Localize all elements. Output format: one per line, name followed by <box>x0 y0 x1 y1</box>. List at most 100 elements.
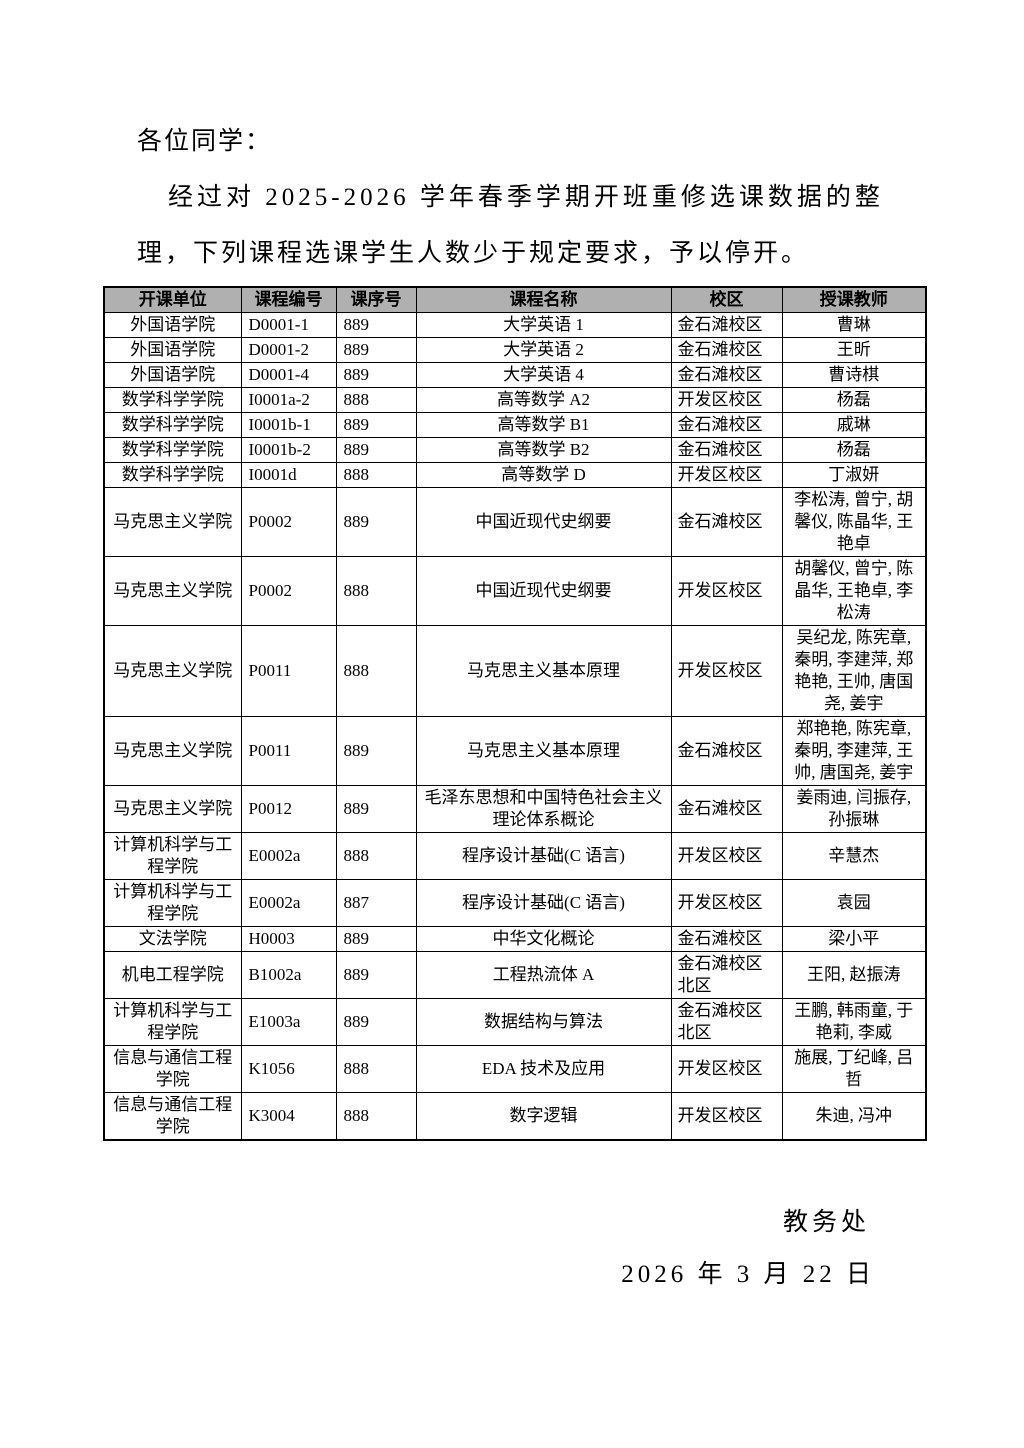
cell-sequence: 888 <box>335 556 417 626</box>
cell-teachers: 施展, 丁纪峰, 吕哲 <box>781 1045 927 1093</box>
cell-campus: 金石滩校区 <box>670 437 783 463</box>
table-row: 马克思主义学院 P0011 888 马克思主义基本原理 开发区校区 吴纪龙, 陈宪章, 秦… <box>103 625 927 717</box>
cell-sequence: 887 <box>335 879 417 927</box>
cell-teachers: 辛慧杰 <box>781 832 927 880</box>
cell-teachers: 戚琳 <box>781 412 927 438</box>
cell-teachers: 王阳, 赵振涛 <box>781 951 927 999</box>
table-row: 马克思主义学院 P0002 889 中国近现代史纲要 金石滩校区 李松涛, 曾宁, 胡馨仪… <box>103 487 927 557</box>
cell-course-code: P0011 <box>240 716 337 786</box>
cell-college: 机电工程学院 <box>103 951 242 999</box>
cell-course-name: 高等数学 A2 <box>415 387 672 413</box>
cell-teachers: 朱迪, 冯冲 <box>781 1092 927 1141</box>
cell-sequence: 888 <box>335 1045 417 1093</box>
cell-course-code: D0001-4 <box>240 362 337 388</box>
cell-course-code: I0001a-2 <box>240 387 337 413</box>
table-row: 外国语学院 D0001-2 889 大学英语 2 金石滩校区 王昕 <box>103 337 927 363</box>
cell-course-code: H0003 <box>240 926 337 952</box>
cell-college: 马克思主义学院 <box>103 556 242 626</box>
date: 2026 年 3 月 22 日 <box>621 1261 875 1288</box>
table-row: 数学科学学院 I0001d 888 高等数学 D 开发区校区 丁淑妍 <box>103 462 927 488</box>
cell-teachers: 曹诗棋 <box>781 362 927 388</box>
cell-college: 文法学院 <box>103 926 242 952</box>
cell-college: 马克思主义学院 <box>103 716 242 786</box>
cell-teachers: 王鹏, 韩雨童, 于艳莉, 李威 <box>781 998 927 1046</box>
cell-course-name: 高等数学 D <box>415 462 672 488</box>
cell-course-name: 数据结构与算法 <box>415 998 672 1046</box>
cell-teachers: 丁淑妍 <box>781 462 927 488</box>
cell-sequence: 889 <box>335 926 417 952</box>
cell-sequence: 888 <box>335 1092 417 1141</box>
cell-sequence: 889 <box>335 716 417 786</box>
cell-teachers: 杨磊 <box>781 437 927 463</box>
cell-campus: 开发区校区 <box>670 879 783 927</box>
cell-course-name: 中国近现代史纲要 <box>415 556 672 626</box>
cell-course-name: 马克思主义基本原理 <box>415 625 672 717</box>
notice-footer: 教务处 2026 年 3 月 22 日 <box>103 1197 925 1301</box>
header-cell-course-name: 课程名称 <box>415 286 672 313</box>
cell-college: 信息与通信工程学院 <box>103 1092 242 1141</box>
header-cell-course-code: 课程编号 <box>240 286 337 313</box>
cell-teachers: 吴纪龙, 陈宪章, 秦明, 李建萍, 郑艳艳, 王帅, 唐国尧, 姜宇 <box>781 625 927 717</box>
cell-course-name: 大学英语 1 <box>415 312 672 338</box>
cell-campus: 开发区校区 <box>670 832 783 880</box>
table-row: 计算机科学与工程学院 E0002a 888 程序设计基础(C 语言) 开发区校区 辛慧杰 <box>103 832 927 880</box>
table-row: 外国语学院 D0001-1 889 大学英语 1 金石滩校区 曹琳 <box>103 312 927 338</box>
cell-course-code: I0001b-1 <box>240 412 337 438</box>
table-row: 马克思主义学院 P0002 888 中国近现代史纲要 开发区校区 胡馨仪, 曾宁, 陈晶华… <box>103 556 927 626</box>
cell-teachers: 姜雨迪, 闫振存, 孙振琳 <box>781 785 927 833</box>
cell-sequence: 889 <box>335 437 417 463</box>
salutation: 各位同学： <box>137 128 273 155</box>
cell-course-name: 中国近现代史纲要 <box>415 487 672 557</box>
table-row: 数学科学学院 I0001b-1 889 高等数学 B1 金石滩校区 戚琳 <box>103 412 927 438</box>
cell-campus: 金石滩校区 <box>670 362 783 388</box>
table-row: 数学科学学院 I0001a-2 888 高等数学 A2 开发区校区 杨磊 <box>103 387 927 413</box>
cell-college: 计算机科学与工程学院 <box>103 832 242 880</box>
cell-course-code: P0011 <box>240 625 337 717</box>
cell-campus: 开发区校区 <box>670 387 783 413</box>
cell-teachers: 郑艳艳, 陈宪章, 秦明, 李建萍, 王帅, 唐国尧, 姜宇 <box>781 716 927 786</box>
cell-teachers: 杨磊 <box>781 387 927 413</box>
cell-campus: 金石滩校区 <box>670 312 783 338</box>
cell-campus: 金石滩校区 <box>670 487 783 557</box>
cell-sequence: 888 <box>335 832 417 880</box>
cancelled-courses-table: 开课单位 课程编号 课序号 课程名称 校区 授课教师 外国语学院 D0001-1 8… <box>103 286 927 1141</box>
cell-college: 数学科学学院 <box>103 462 242 488</box>
cell-college: 外国语学院 <box>103 362 242 388</box>
cell-college: 马克思主义学院 <box>103 487 242 557</box>
cell-college: 计算机科学与工程学院 <box>103 879 242 927</box>
cell-course-code: I0001b-2 <box>240 437 337 463</box>
table-row: 计算机科学与工程学院 E1003a 889 数据结构与算法 金石滩校区北区 王鹏, 韩雨童… <box>103 998 927 1046</box>
table-row: 机电工程学院 B1002a 889 工程热流体 A 金石滩校区北区 王阳, 赵振涛 <box>103 951 927 999</box>
cell-course-name: 程序设计基础(C 语言) <box>415 832 672 880</box>
table-row: 计算机科学与工程学院 E0002a 887 程序设计基础(C 语言) 开发区校区 袁园 <box>103 879 927 927</box>
intro-paragraph-line-2: 理，下列课程选课学生人数少于规定要求，予以停开。 <box>137 240 810 267</box>
header-cell-sequence: 课序号 <box>335 286 417 313</box>
cell-campus: 开发区校区 <box>670 1045 783 1093</box>
cell-college: 外国语学院 <box>103 337 242 363</box>
cell-sequence: 889 <box>335 362 417 388</box>
intro-paragraph-line-1: 经过对 2025-2026 学年春季学期开班重修选课数据的整 <box>168 184 884 211</box>
cell-course-code: I0001d <box>240 462 337 488</box>
cell-college: 外国语学院 <box>103 312 242 338</box>
cell-course-name: 大学英语 2 <box>415 337 672 363</box>
cell-course-name: 工程热流体 A <box>415 951 672 999</box>
cell-campus: 金石滩校区 <box>670 785 783 833</box>
cell-course-name: 大学英语 4 <box>415 362 672 388</box>
cell-course-name: EDA 技术及应用 <box>415 1045 672 1093</box>
cell-course-name: 马克思主义基本原理 <box>415 716 672 786</box>
cell-course-name: 数字逻辑 <box>415 1092 672 1141</box>
cell-college: 马克思主义学院 <box>103 625 242 717</box>
cell-college: 数学科学学院 <box>103 387 242 413</box>
table-row: 马克思主义学院 P0012 889 毛泽东思想和中国特色社会主义理论体系概论 金石滩校区… <box>103 785 927 833</box>
cell-teachers: 李松涛, 曾宁, 胡馨仪, 陈晶华, 王艳卓 <box>781 487 927 557</box>
cell-sequence: 889 <box>335 785 417 833</box>
cell-sequence: 888 <box>335 462 417 488</box>
cell-sequence: 889 <box>335 337 417 363</box>
cell-course-code: K3004 <box>240 1092 337 1141</box>
course-table-body: 外国语学院 D0001-1 889 大学英语 1 金石滩校区 曹琳 外国语学院 D0001-2… <box>103 312 927 1141</box>
cell-campus: 开发区校区 <box>670 556 783 626</box>
table-row: 信息与通信工程学院 K1056 888 EDA 技术及应用 开发区校区 施展, 丁纪峰, … <box>103 1045 927 1093</box>
cell-sequence: 888 <box>335 625 417 717</box>
cell-sequence: 889 <box>335 312 417 338</box>
cell-campus: 金石滩校区北区 <box>670 951 783 999</box>
